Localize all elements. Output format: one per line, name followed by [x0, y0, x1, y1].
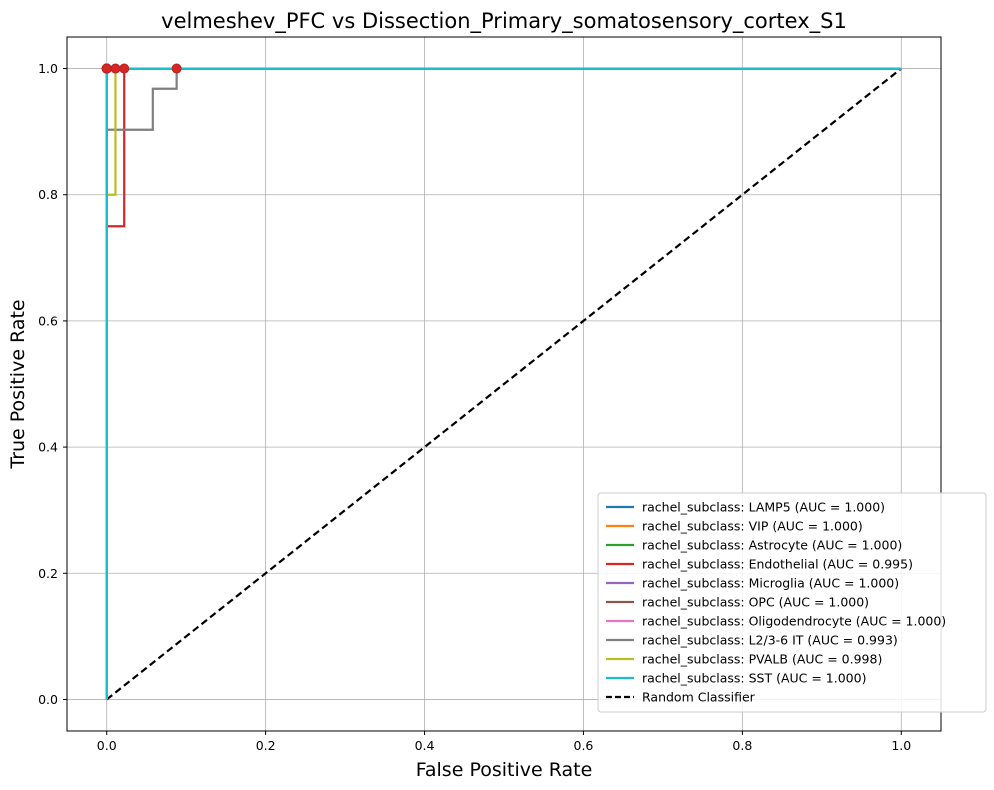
legend-label: rachel_subclass: VIP (AUC = 1.000) [642, 519, 863, 534]
x-tick-label: 0.8 [732, 738, 752, 753]
y-tick-label: 0.0 [38, 692, 58, 707]
optimal-point-marker [101, 63, 112, 74]
legend-label: rachel_subclass: Microglia (AUC = 1.000) [642, 576, 899, 591]
optimal-point-marker [171, 63, 182, 74]
y-axis-title: True Positive Rate [7, 299, 29, 469]
legend-label: rachel_subclass: SST (AUC = 1.000) [642, 671, 866, 686]
optimal-point-marker [119, 63, 130, 74]
legend-label: rachel_subclass: OPC (AUC = 1.000) [642, 595, 869, 610]
y-tick-label: 0.8 [38, 187, 58, 202]
y-tick-label: 1.0 [38, 61, 58, 76]
x-tick-label: 0.0 [97, 738, 117, 753]
legend-label: Random Classifier [642, 690, 756, 705]
legend-label: rachel_subclass: Oligodendrocyte (AUC = … [642, 614, 946, 629]
legend-label: rachel_subclass: PVALB (AUC = 0.998) [642, 652, 882, 667]
y-tick-label: 0.6 [38, 313, 58, 328]
legend-label: rachel_subclass: Astrocyte (AUC = 1.000) [642, 538, 902, 553]
random-classifier-line [106, 67, 902, 701]
legend-label: rachel_subclass: LAMP5 (AUC = 1.000) [642, 500, 885, 515]
legend-label: rachel_subclass: L2/3-6 IT (AUC = 0.993) [642, 633, 898, 648]
optimal-point-marker [110, 63, 121, 74]
legend-box [597, 492, 987, 713]
legend-label: rachel_subclass: Endothelial (AUC = 0.99… [642, 557, 913, 572]
x-tick-label: 0.2 [256, 738, 276, 753]
x-tick-label: 0.4 [415, 738, 435, 753]
y-tick-label: 0.4 [38, 440, 58, 455]
y-tick-label: 0.2 [38, 566, 58, 581]
chart-title: velmeshev_PFC vs Dissection_Primary_soma… [161, 9, 847, 34]
x-axis-title: False Positive Rate [416, 759, 593, 781]
x-tick-label: 1.0 [891, 738, 911, 753]
plot-frame [66, 36, 942, 732]
legend: rachel_subclass: LAMP5 (AUC = 1.000) rach… [597, 492, 987, 713]
x-tick-label: 0.6 [574, 738, 594, 753]
